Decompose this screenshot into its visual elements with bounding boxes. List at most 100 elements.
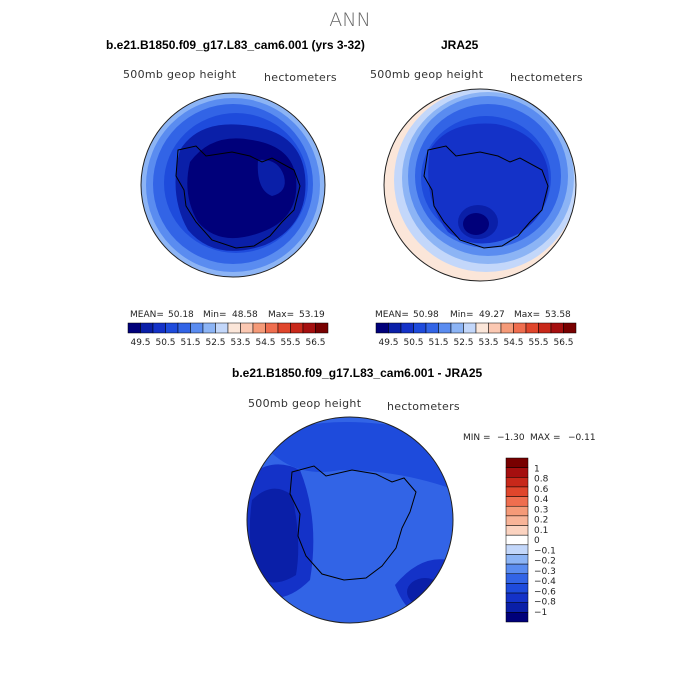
colorbar-jra25-tick-label: 54.5 [503, 338, 523, 348]
colorbar-difference-tick-label: −0.1 [534, 546, 556, 556]
panel-1-variable: 500mb geop height [123, 68, 237, 81]
colorbar-model-swatch [140, 322, 154, 334]
colorbar-jra25-swatch [425, 322, 439, 334]
panel-1-mean-label: MEAN= [130, 310, 164, 320]
colorbar-difference-swatch [505, 525, 529, 536]
colorbar-model-swatch [302, 322, 316, 334]
colorbar-difference-swatch [505, 554, 529, 565]
diff-max-label: MAX = [530, 433, 561, 443]
colorbar-jra25-swatch [563, 322, 577, 334]
colorbar-difference-tick-label: −0.3 [534, 567, 556, 577]
colorbar-difference-swatch [505, 467, 529, 478]
colorbar-difference-swatch [505, 573, 529, 584]
panel-1-mean: 50.18 [168, 310, 194, 320]
panel-2-max: 53.58 [545, 310, 571, 320]
colorbar-difference-tick-label: −0.2 [534, 557, 556, 567]
colorbar-model-tick-label: 53.5 [230, 338, 250, 348]
panel-1-max: 53.19 [299, 310, 325, 320]
colorbar-model-swatch [152, 322, 166, 334]
map-model [141, 93, 325, 277]
colorbar-jra25-swatch [463, 322, 477, 334]
colorbar-difference-swatch [505, 544, 529, 555]
colorbar-model-tick-label: 54.5 [255, 338, 275, 348]
colorbar-model-swatch [227, 322, 241, 334]
colorbar-jra25-swatch [438, 322, 452, 334]
diff-min: −1.30 [497, 433, 525, 443]
colorbar-model-swatch [215, 322, 229, 334]
colorbar-jra25-swatch [400, 322, 414, 334]
colorbar-difference-tick-label: 0.3 [534, 505, 548, 515]
diff-heading: b.e21.B1850.f09_g17.L83_cam6.001 - JRA25 [232, 366, 483, 380]
colorbar-model-swatch [202, 322, 216, 334]
panel-2-variable: 500mb geop height [370, 68, 484, 81]
panel-2-mean: 50.98 [413, 310, 439, 320]
colorbar-difference-swatch [505, 563, 529, 575]
colorbar-difference: 10.80.60.40.30.20.10−0.1−0.2−0.3−0.4−0.6… [505, 457, 556, 623]
colorbar-difference-tick-label: −0.6 [534, 587, 556, 597]
colorbar-jra25-tick-label: 55.5 [528, 338, 548, 348]
panel-1-min: 48.58 [232, 310, 258, 320]
colorbar-jra25-swatch [500, 322, 514, 334]
colorbar-difference-swatch [505, 602, 529, 613]
colorbar-jra25-swatch [513, 322, 527, 334]
colorbar-jra25-tick-label: 51.5 [428, 338, 448, 348]
colorbar-difference-tick-label: 0 [534, 536, 540, 546]
colorbar-difference-tick-label: 0.8 [534, 475, 549, 485]
colorbar-difference-tick-label: 1 [534, 464, 540, 474]
diff-units: hectometers [387, 400, 460, 413]
diff-min-label: MIN = [463, 433, 491, 443]
figure-title: ANN [329, 9, 371, 31]
colorbar-jra25: 49.5 50.5 51.5 52.5 53.5 54.5 55.5 56.5 [375, 322, 577, 348]
colorbar-model-tick-label: 52.5 [205, 338, 225, 348]
diff-max: −0.11 [568, 433, 596, 443]
colorbar-difference-swatch [505, 612, 529, 623]
colorbar-model-swatch [190, 322, 204, 334]
colorbar-model-swatch [127, 322, 141, 334]
panel-2-units: hectometers [510, 71, 583, 84]
colorbar-jra25-swatch [388, 322, 402, 334]
colorbar-jra25-swatch [450, 322, 464, 334]
panel-2-heading: JRA25 [441, 38, 479, 52]
colorbar-difference-swatch [505, 496, 529, 507]
colorbar-difference-tick-label: 0.2 [534, 516, 548, 526]
colorbar-difference-tick-label: 0.4 [534, 495, 549, 505]
diff-variable: 500mb geop height [248, 397, 362, 410]
colorbar-difference-tick-label: −0.8 [534, 598, 556, 608]
panel-2-min: 49.27 [479, 310, 505, 320]
colorbar-jra25-swatch [375, 322, 389, 334]
panel-1-max-label: Max= [268, 310, 295, 320]
colorbar-difference-swatch [505, 515, 529, 526]
panel-1-min-label: Min= [203, 310, 227, 320]
colorbar-jra25-swatch [550, 322, 564, 334]
colorbar-difference-swatch [505, 592, 529, 603]
colorbar-difference-tick-label: 0.6 [534, 485, 549, 495]
colorbar-model-swatch [290, 322, 304, 334]
map-jra25 [384, 89, 576, 281]
colorbar-jra25-swatch [475, 322, 489, 334]
antarctica-coastline-2 [423, 145, 549, 249]
antarctica-coastline-3 [289, 465, 417, 581]
colorbar-jra25-swatch [525, 322, 539, 334]
colorbar-difference-swatch [505, 477, 529, 488]
panel-1-units: hectometers [264, 71, 337, 84]
colorbar-difference-tick-label: −1 [534, 608, 547, 618]
colorbar-jra25-swatch [538, 322, 552, 334]
colorbar-model-swatch [265, 322, 279, 334]
panel-2-mean-label: MEAN= [375, 310, 409, 320]
colorbar-difference-swatch [505, 457, 529, 468]
panel-2-min-label: Min= [450, 310, 474, 320]
colorbar-jra25-tick-label: 50.5 [403, 338, 423, 348]
colorbar-difference-swatch [505, 505, 529, 517]
colorbar-model-tick-label: 49.5 [130, 338, 150, 348]
colorbar-model-swatch [177, 322, 191, 334]
colorbar-jra25-tick-label: 52.5 [453, 338, 473, 348]
colorbar-model-swatch [252, 322, 266, 334]
colorbar-model-tick-label: 50.5 [155, 338, 175, 348]
colorbar-model-tick-label: 55.5 [280, 338, 300, 348]
colorbar-difference-tick-label: 0.1 [534, 526, 548, 536]
colorbar-model-tick-label: 51.5 [180, 338, 200, 348]
colorbar-model-swatch [165, 322, 179, 334]
colorbar-model: 49.5 50.5 51.5 52.5 53.5 54.5 55.5 56.5 [127, 322, 329, 348]
